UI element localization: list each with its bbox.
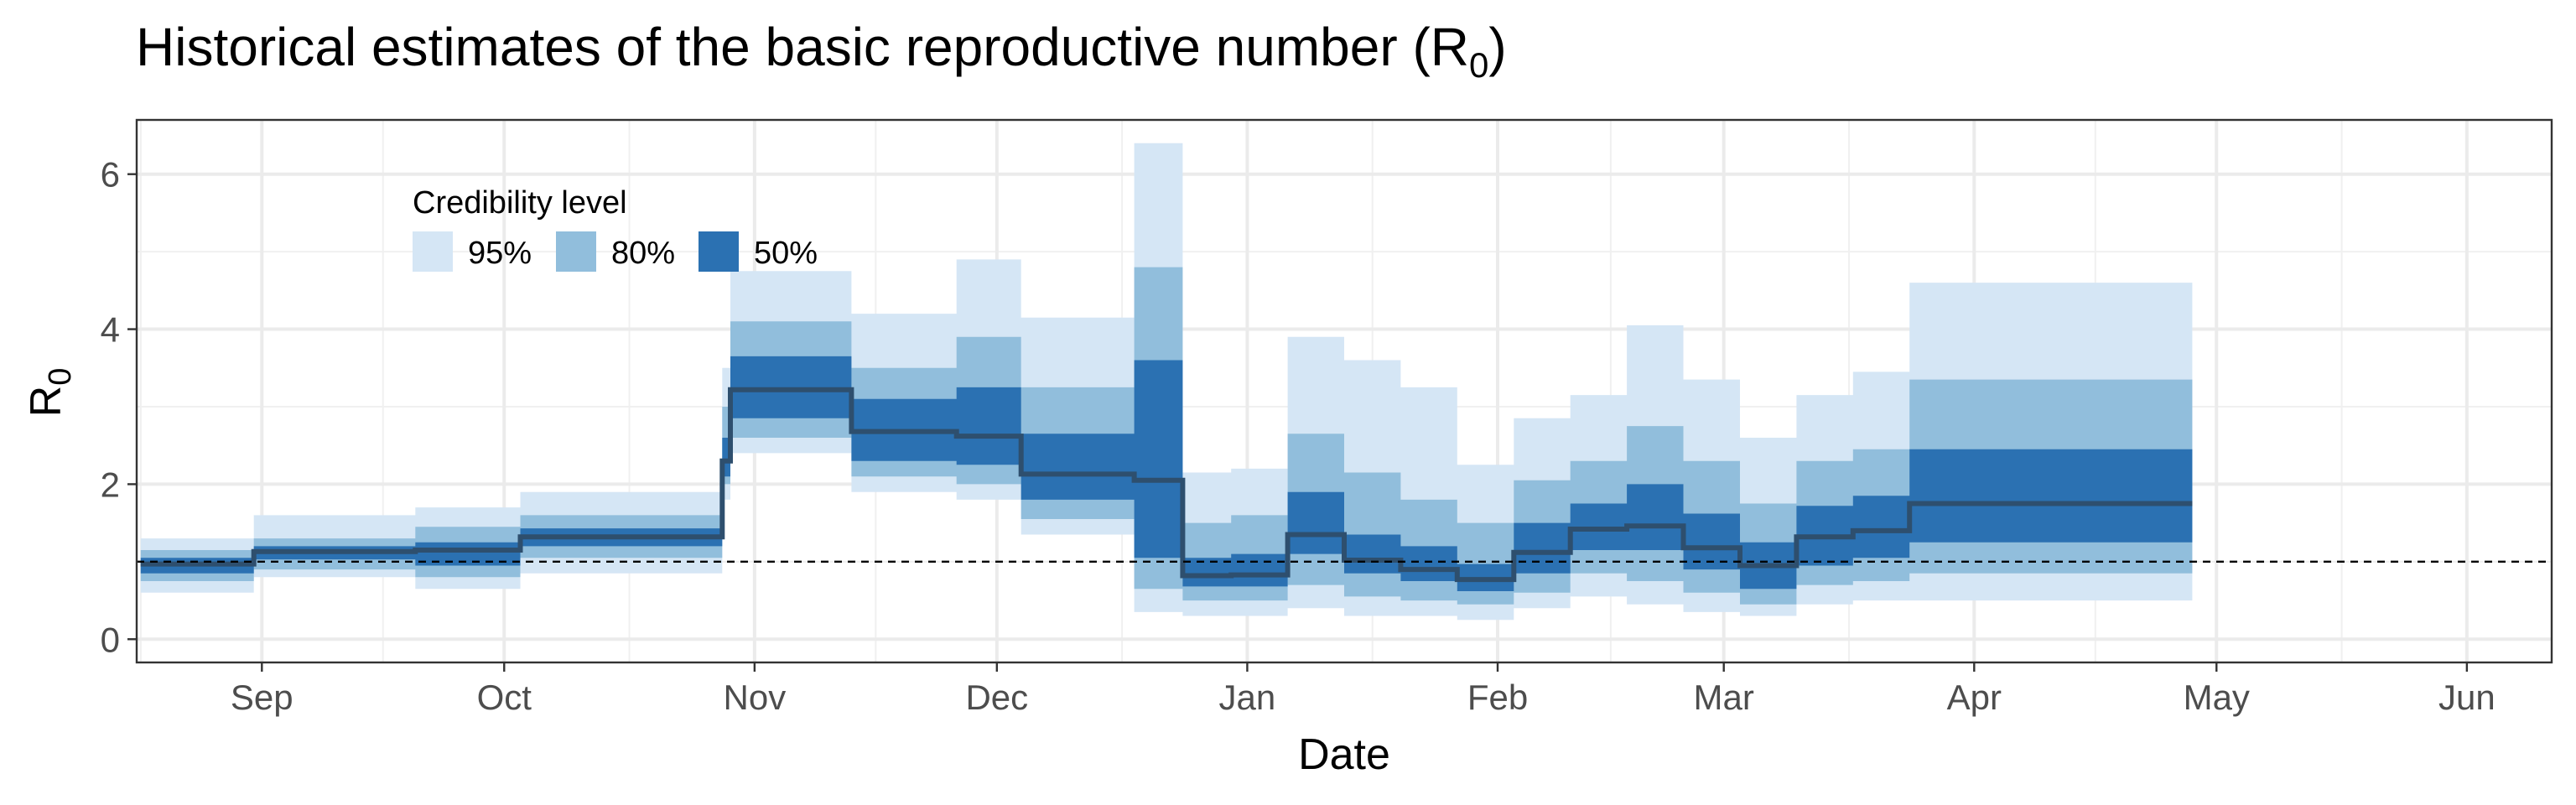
legend-items: 95% 80% 50% — [413, 231, 818, 272]
x-tick-label: Mar — [1694, 678, 1754, 717]
y-axis: 0 2 4 6 — [101, 155, 137, 659]
legend-swatch — [556, 231, 596, 272]
y-tick-label: 6 — [101, 155, 120, 195]
y-tick-label: 0 — [101, 620, 120, 659]
chart-title-suffix: ) — [1488, 17, 1506, 77]
x-tick-label: Jan — [1219, 678, 1276, 717]
legend-label: 50% — [754, 236, 818, 271]
median-line — [140, 387, 2193, 583]
legend-label: 80% — [611, 236, 675, 271]
legend-swatch — [413, 231, 453, 272]
x-tick-label: Feb — [1467, 678, 1528, 717]
x-tick-label: Sep — [231, 678, 293, 717]
plot-border — [135, 118, 2553, 664]
chart-title-subscript: 0 — [1469, 45, 1488, 85]
chart-title-main: Historical estimates of the basic reprod… — [136, 17, 1469, 77]
y-tick-label: 2 — [101, 465, 120, 504]
x-tick-label: Jun — [2438, 678, 2496, 717]
legend-title: Credibility level — [413, 185, 627, 221]
x-tick-label: Oct — [477, 678, 532, 717]
y-axis-title: R0 — [22, 368, 78, 418]
y-tick-label: 4 — [101, 310, 120, 350]
chart-title: Historical estimates of the basic reprod… — [136, 17, 1507, 85]
legend-label: 95% — [468, 236, 532, 271]
credibility-bands — [140, 143, 2193, 621]
x-axis-title: Date — [1298, 730, 1390, 779]
x-axis: Sep Oct Nov Dec Jan Feb Mar Apr May Jun — [231, 662, 2496, 717]
x-tick-label: May — [2184, 678, 2250, 717]
x-tick-label: Apr — [1947, 678, 2002, 717]
band-50 — [140, 356, 2193, 591]
x-tick-label: Dec — [965, 678, 1028, 717]
y-axis-title-main: R — [22, 386, 70, 418]
y-axis-title-subscript: 0 — [43, 368, 78, 386]
legend-swatch — [699, 231, 739, 272]
x-tick-label: Nov — [724, 678, 787, 717]
legend: Credibility level 95% 80% 50% — [413, 185, 818, 272]
